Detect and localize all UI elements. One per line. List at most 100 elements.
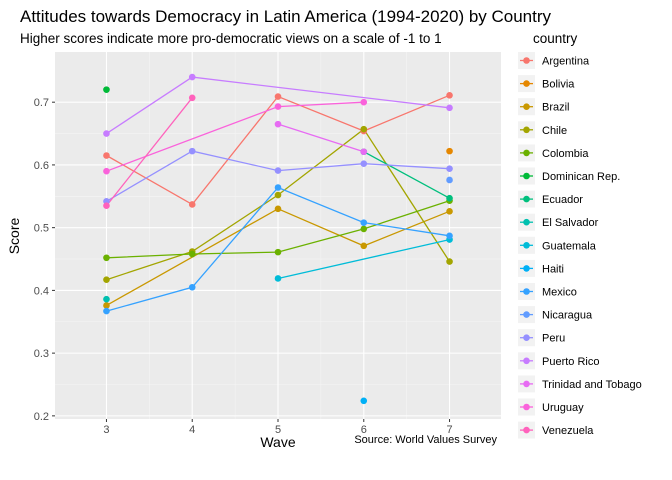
y-tick-label: 0.3 — [34, 348, 49, 360]
data-point-uruguay — [360, 98, 368, 106]
legend-label-nicaragua: Nicaragua — [542, 310, 593, 322]
data-point-colombia — [360, 225, 368, 233]
data-point-mexico — [188, 283, 196, 291]
series-line-guatemala — [277, 238, 450, 280]
legend-label-venezuela: Venezuela — [542, 425, 594, 437]
legend-label-chile: Chile — [542, 125, 567, 137]
legend-label-guatemala: Guatemala — [542, 240, 597, 252]
legend-dot-argentina — [523, 57, 530, 64]
legend-label-puerto-rico: Puerto Rico — [542, 356, 599, 368]
data-point-colombia — [274, 248, 282, 256]
data-point-venezuela — [188, 94, 196, 102]
legend-dot-mexico — [523, 288, 530, 295]
x-tick-label: 6 — [361, 424, 367, 436]
data-point-chile — [274, 191, 282, 199]
legend-label-peru: Peru — [542, 333, 565, 345]
x-tick-label: 3 — [103, 424, 109, 436]
data-point-colombia — [188, 250, 196, 258]
data-point-guatemala — [274, 275, 282, 282]
data-point-peru — [360, 160, 368, 167]
x-tick-label: 5 — [275, 424, 281, 436]
y-tick-label: 0.5 — [34, 223, 49, 235]
legend-label-dominican-rep: Dominican Rep. — [542, 171, 620, 183]
data-point-chile — [360, 125, 368, 133]
data-point-peru — [188, 147, 196, 155]
legend-dot-el-salvador — [523, 218, 530, 226]
legend-label-el-salvador: El Salvador — [542, 217, 599, 229]
data-point-venezuela — [103, 202, 110, 210]
data-point-haiti — [360, 397, 368, 405]
legend-dot-bolivia — [523, 80, 530, 87]
data-point-argentina — [274, 93, 282, 100]
legend-label-mexico: Mexico — [542, 287, 577, 299]
chart-caption: Source: World Values Survey — [354, 434, 497, 446]
data-point-mexico — [274, 184, 282, 191]
data-point-brazil — [360, 242, 368, 250]
legend-label-colombia: Colombia — [542, 148, 589, 160]
data-point-trinidad-and-tobago — [360, 148, 368, 156]
legend-dot-ecuador — [523, 195, 530, 203]
y-tick-label: 0.2 — [34, 411, 49, 423]
series-line-ecuador — [363, 151, 450, 199]
data-point-el-salvador — [103, 295, 110, 303]
legend-dot-guatemala — [523, 242, 530, 249]
data-point-uruguay — [103, 167, 110, 175]
series-line-venezuela — [105, 97, 193, 207]
y-axis: 0.2 0.3 0.4 0.5 0.6 0.7 — [34, 97, 55, 423]
data-point-uruguay — [274, 103, 282, 110]
y-axis-title: Score — [6, 218, 22, 255]
legend-dot-dominican-rep — [523, 172, 530, 180]
data-point-peru — [446, 165, 453, 172]
data-point-colombia — [103, 254, 110, 262]
series-points — [103, 73, 453, 405]
legend-label-brazil: Brazil — [542, 102, 570, 114]
data-point-brazil — [274, 205, 282, 213]
legend-dot-trinidad-and-tobago — [523, 380, 530, 388]
data-point-peru — [274, 167, 282, 174]
x-tick-label: 7 — [446, 424, 452, 436]
x-axis-title: Wave — [260, 434, 295, 450]
chart-title: Attitudes towards Democracy in Latin Ame… — [20, 7, 552, 26]
legend-dot-haiti — [523, 265, 530, 272]
data-point-brazil — [446, 208, 453, 215]
data-point-argentina — [446, 91, 453, 99]
data-point-mexico — [446, 232, 453, 240]
legend-dot-puerto-rico — [523, 357, 530, 365]
series-line-trinidad-and-tobago — [277, 123, 364, 153]
data-point-dominican-rep — [103, 86, 110, 93]
data-point-mexico — [360, 219, 368, 226]
x-tick-label: 4 — [189, 424, 195, 436]
data-point-ecuador — [446, 194, 453, 202]
legend: Argentina Bolivia Brazil Chile Colombia Domin… — [518, 52, 642, 439]
data-point-puerto-rico — [446, 104, 453, 112]
chart-subtitle: Higher scores indicate more pro-democrat… — [20, 31, 442, 46]
data-point-chile — [446, 258, 453, 265]
legend-dot-uruguay — [523, 403, 530, 411]
legend-dot-colombia — [523, 149, 530, 157]
legend-label-bolivia: Bolivia — [542, 79, 575, 91]
legend-label-uruguay: Uruguay — [542, 402, 584, 414]
legend-title: country — [533, 31, 578, 46]
data-point-brazil — [103, 302, 110, 309]
data-point-puerto-rico — [188, 73, 196, 81]
data-point-argentina — [188, 201, 196, 208]
data-point-nicaragua — [446, 176, 453, 184]
data-point-bolivia — [446, 147, 453, 155]
legend-dot-chile — [523, 126, 530, 134]
legend-dot-venezuela — [523, 426, 530, 434]
data-point-chile — [103, 276, 110, 284]
major-gridlines — [55, 52, 501, 419]
y-tick-label: 0.6 — [34, 160, 49, 172]
data-point-puerto-rico — [103, 130, 110, 137]
legend-dot-nicaragua — [523, 311, 530, 318]
legend-dot-brazil — [523, 103, 530, 110]
data-point-mexico — [103, 307, 110, 315]
y-tick-label: 0.4 — [34, 285, 49, 297]
legend-label-haiti: Haiti — [542, 263, 564, 275]
legend-dot-peru — [523, 334, 530, 342]
legend-label-trinidad-and-tobago: Trinidad and Tobago — [542, 379, 642, 391]
data-point-argentina — [103, 152, 110, 159]
legend-label-argentina: Argentina — [542, 56, 590, 68]
data-point-trinidad-and-tobago — [274, 120, 282, 128]
